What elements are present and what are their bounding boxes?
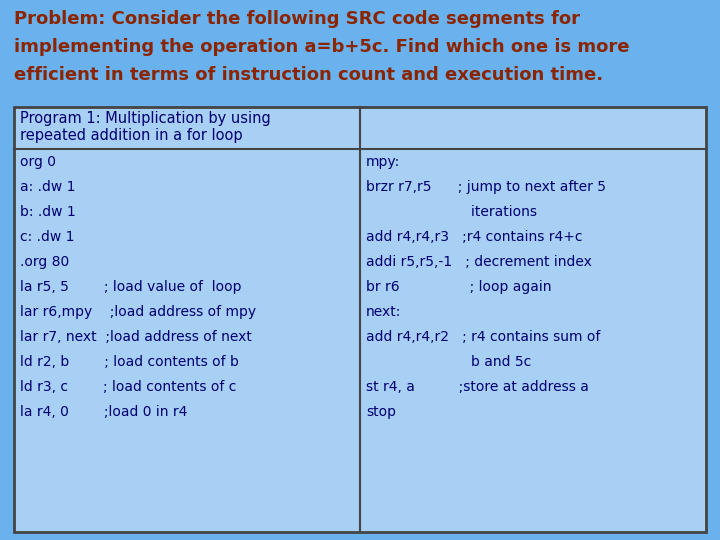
Text: org 0: org 0 <box>20 155 56 169</box>
Text: mpy:: mpy: <box>366 155 400 169</box>
Text: ld r3, c        ; load contents of c: ld r3, c ; load contents of c <box>20 380 236 394</box>
Text: Program 1: Multiplication by using: Program 1: Multiplication by using <box>20 111 271 126</box>
Text: br r6                ; loop again: br r6 ; loop again <box>366 280 552 294</box>
Text: .org 80: .org 80 <box>20 255 69 269</box>
Text: c: .dw 1: c: .dw 1 <box>20 230 74 244</box>
Text: la r5, 5        ; load value of  loop: la r5, 5 ; load value of loop <box>20 280 241 294</box>
Text: ld r2, b        ; load contents of b: ld r2, b ; load contents of b <box>20 355 239 369</box>
Text: iterations: iterations <box>366 205 537 219</box>
Bar <box>0 0 720 95</box>
Text: Problem: Consider the following SRC code segments for: Problem: Consider the following SRC code… <box>14 10 580 28</box>
Text: stop: stop <box>366 405 396 419</box>
Text: add r4,r4,r2   ; r4 contains sum of: add r4,r4,r2 ; r4 contains sum of <box>366 330 600 344</box>
Text: repeated addition in a for loop: repeated addition in a for loop <box>20 128 243 143</box>
Text: lar r6,mpy    ;load address of mpy: lar r6,mpy ;load address of mpy <box>20 305 256 319</box>
Text: a: .dw 1: a: .dw 1 <box>20 180 76 194</box>
Text: add r4,r4,r3   ;r4 contains r4+c: add r4,r4,r3 ;r4 contains r4+c <box>366 230 582 244</box>
Text: efficient in terms of instruction count and execution time.: efficient in terms of instruction count … <box>14 66 603 84</box>
Text: implementing the operation a=b+5c. Find which one is more: implementing the operation a=b+5c. Find … <box>14 38 629 56</box>
Text: lar r7, next  ;load address of next: lar r7, next ;load address of next <box>20 330 252 344</box>
Text: b: .dw 1: b: .dw 1 <box>20 205 76 219</box>
Text: la r4, 0        ;load 0 in r4: la r4, 0 ;load 0 in r4 <box>20 405 187 419</box>
Text: brzr r7,r5      ; jump to next after 5: brzr r7,r5 ; jump to next after 5 <box>366 180 606 194</box>
Text: b and 5c: b and 5c <box>366 355 531 369</box>
Text: addi r5,r5,-1   ; decrement index: addi r5,r5,-1 ; decrement index <box>366 255 592 269</box>
Text: st r4, a          ;store at address a: st r4, a ;store at address a <box>366 380 589 394</box>
Bar <box>14 107 706 532</box>
Text: next:: next: <box>366 305 401 319</box>
